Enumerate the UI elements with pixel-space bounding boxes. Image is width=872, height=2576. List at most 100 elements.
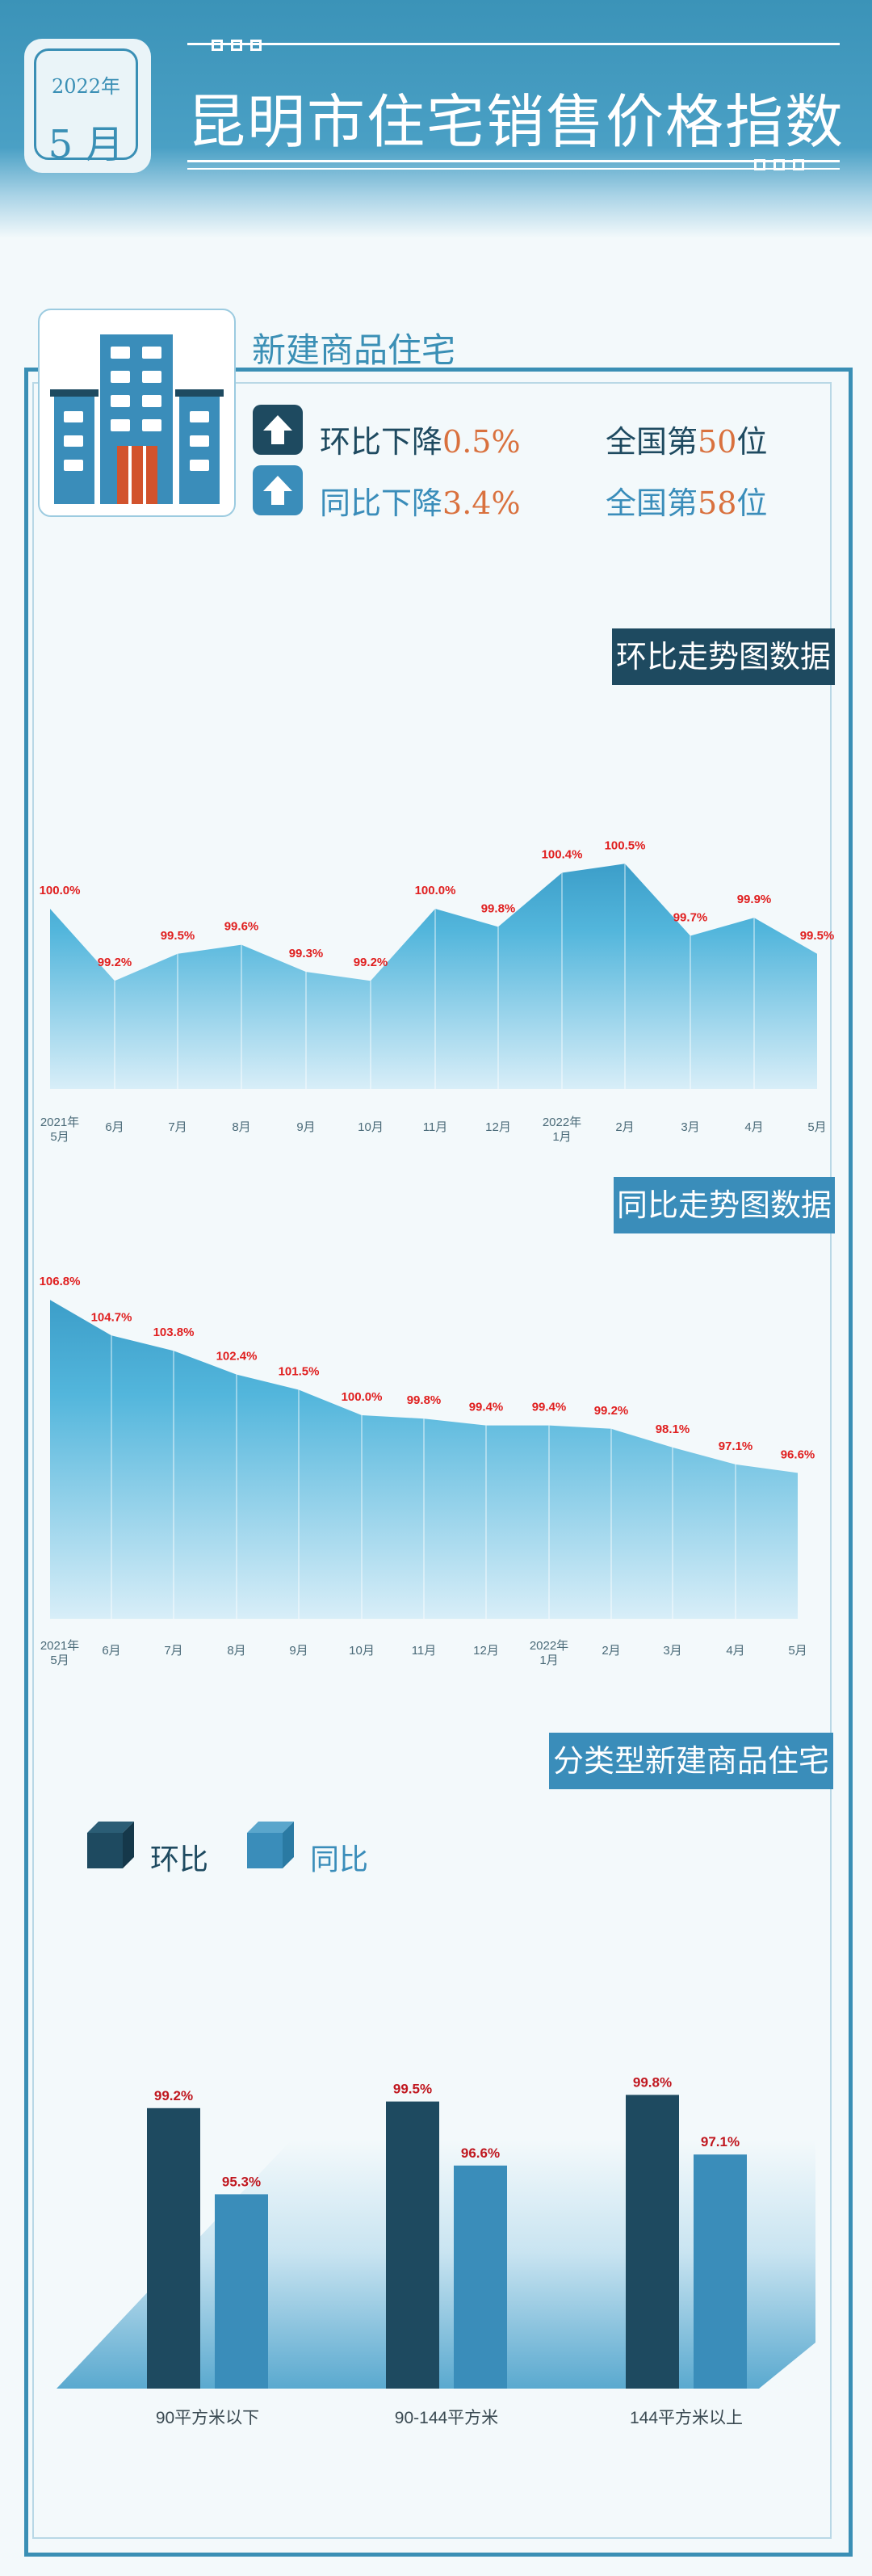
yoy-rank-value: 58	[698, 485, 737, 521]
by-type-bar-chart: 99.2% 95.3% 90平方米以下 99.5% 96.6% 90-144平方米 99.8…	[57, 2074, 815, 2427]
x-tick-label: 7月	[168, 1120, 187, 1134]
data-label: 99.4%	[532, 1401, 567, 1414]
x-tick-label: 3月	[663, 1644, 681, 1658]
category-label: 144平方米以上	[630, 2409, 743, 2427]
yoy-stat: 同比下降3.4%	[320, 478, 521, 523]
title-rule-top	[187, 43, 840, 45]
mom-rank: 全国第50位	[606, 417, 767, 461]
deco-square	[773, 159, 785, 170]
date-badge: 2022年 5 月	[24, 39, 151, 173]
x-tick-label: 5月	[807, 1120, 826, 1134]
by-type-label: 分类型新建商品住宅	[549, 1733, 833, 1789]
x-tick-label: 2022年	[530, 1639, 568, 1653]
x-tick-label: 9月	[296, 1120, 315, 1134]
data-label: 96.6%	[781, 1448, 815, 1461]
legend-mom-label: 环比	[150, 1843, 209, 1876]
x-tick-label: 3月	[681, 1120, 699, 1134]
mom-trend-chart: 100.0% 99.2% 99.5% 99.6% 99.3% 99.2% 100.0% 99.…	[40, 838, 835, 1144]
x-tick-label: 2022年	[543, 1116, 581, 1129]
data-label: 99.8%	[481, 901, 516, 915]
data-label: 99.9%	[737, 893, 772, 906]
bar	[626, 2095, 679, 2389]
x-tick-label: 8月	[232, 1120, 250, 1134]
x-tick-label: 5月	[50, 1130, 69, 1144]
bar-value-label: 96.6%	[461, 2145, 500, 2161]
data-label: 99.2%	[594, 1404, 629, 1418]
data-label: 102.4%	[216, 1350, 258, 1364]
bar	[694, 2154, 747, 2389]
mom-rank-prefix: 全国第	[606, 424, 698, 460]
category-label: 90平方米以下	[156, 2409, 259, 2427]
x-tick-label: 2月	[615, 1120, 634, 1134]
yoy-rank: 全国第58位	[606, 478, 767, 523]
x-tick-label: 5月	[50, 1654, 69, 1667]
data-label: 100.0%	[40, 884, 81, 897]
mom-trend-label: 环比走势图数据	[612, 628, 835, 685]
data-label: 100.0%	[415, 884, 456, 897]
building-icon	[50, 334, 224, 504]
data-label: 99.5%	[161, 929, 195, 943]
legend-mom-swatch	[87, 1822, 134, 1868]
data-label: 100.0%	[342, 1390, 383, 1404]
deco-square	[212, 40, 223, 51]
yoy-stat-value: 3.4%	[442, 485, 521, 521]
title-rule-bottom	[187, 160, 840, 162]
data-label: 101.5%	[279, 1365, 320, 1379]
x-tick-label: 1月	[552, 1130, 571, 1144]
data-label: 97.1%	[719, 1439, 753, 1453]
x-tick-label: 10月	[349, 1644, 375, 1658]
date-month: 5 月	[48, 122, 124, 167]
x-tick-label: 4月	[744, 1120, 763, 1134]
data-label: 99.8%	[407, 1393, 442, 1407]
mom-rank-suffix: 位	[736, 424, 768, 460]
x-tick-label: 6月	[105, 1120, 124, 1134]
mom-stat: 环比下降0.5%	[320, 417, 521, 461]
bar	[454, 2165, 507, 2389]
data-label: 98.1%	[656, 1422, 690, 1436]
bar	[386, 2101, 439, 2389]
mom-stat-label: 环比下降	[320, 424, 443, 460]
area-fill	[50, 864, 817, 1089]
section-title: 新建商品住宅	[252, 330, 456, 370]
deco-square	[793, 159, 804, 170]
bar-value-label: 97.1%	[701, 2134, 740, 2149]
bar-value-label: 99.5%	[393, 2082, 432, 2097]
building-card	[38, 309, 236, 517]
arrow-up-icon	[253, 405, 303, 455]
header-banner: 2022年 5 月 昆明市住宅销售价格指数	[0, 0, 872, 238]
data-label: 99.2%	[98, 956, 132, 969]
x-tick-label: 2021年	[40, 1116, 79, 1129]
x-tick-label: 12月	[473, 1644, 499, 1658]
x-tick-label: 4月	[726, 1644, 744, 1658]
data-label: 103.8%	[153, 1326, 195, 1339]
x-tick-label: 5月	[788, 1644, 807, 1658]
data-label: 99.5%	[800, 929, 835, 943]
deco-square	[231, 40, 242, 51]
x-tick-label: 1月	[539, 1654, 558, 1667]
date-year: 2022年	[51, 75, 121, 98]
bar	[147, 2107, 200, 2389]
x-tick-label: 10月	[358, 1120, 384, 1134]
data-label: 99.4%	[469, 1401, 504, 1414]
legend-yoy-label: 同比	[310, 1843, 369, 1876]
data-label: 99.2%	[354, 956, 388, 969]
page-title: 昆明市住宅销售价格指数	[187, 88, 845, 156]
x-tick-label: 6月	[102, 1644, 120, 1658]
data-label: 99.6%	[224, 920, 259, 934]
x-tick-label: 9月	[289, 1644, 308, 1658]
mom-stat-value: 0.5%	[442, 424, 521, 460]
data-label: 100.4%	[542, 847, 583, 861]
data-label: 100.5%	[605, 838, 646, 852]
x-tick-label: 12月	[485, 1120, 511, 1134]
date-badge-frame: 2022年 5 月	[34, 48, 138, 167]
legend-yoy-swatch	[247, 1822, 294, 1868]
bar-value-label: 95.3%	[222, 2174, 261, 2189]
yoy-rank-prefix: 全国第	[606, 485, 698, 521]
x-tick-label: 2021年	[40, 1639, 79, 1653]
bar-value-label: 99.2%	[154, 2088, 193, 2103]
x-tick-label: 11月	[423, 1120, 448, 1134]
arrow-up-icon	[253, 465, 303, 515]
yoy-stat-label: 同比下降	[320, 485, 443, 521]
yoy-trend-label: 同比走势图数据	[614, 1177, 835, 1233]
x-tick-label: 2月	[602, 1644, 620, 1658]
